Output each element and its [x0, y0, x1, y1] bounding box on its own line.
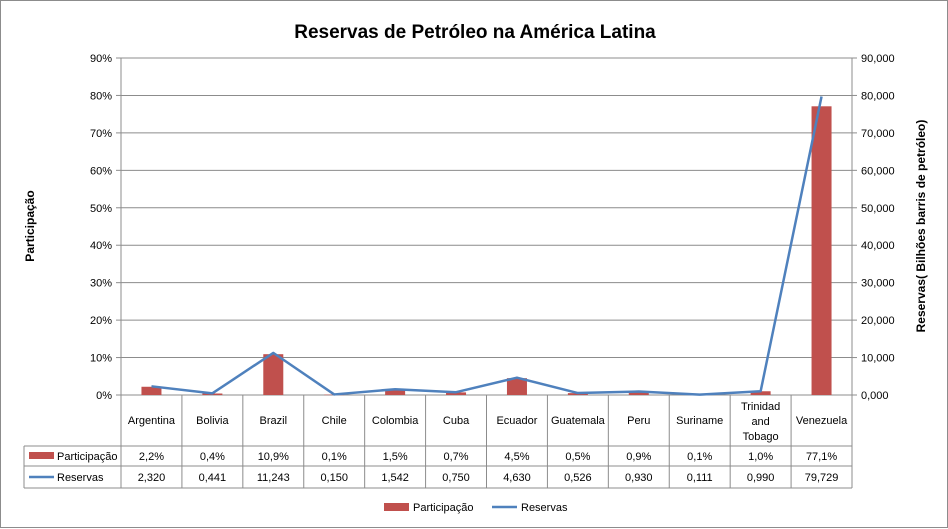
category-label: Guatemala — [551, 415, 606, 427]
y-tick-label: 30% — [90, 278, 112, 290]
reservas-value: 0,930 — [625, 472, 653, 484]
reservas-value: 0,990 — [747, 472, 775, 484]
category-label: Chile — [322, 415, 347, 427]
y-axis-label: Participação — [23, 190, 37, 261]
y-tick-label: 0% — [96, 390, 112, 402]
y-tick-label: 90% — [90, 53, 112, 65]
y2-tick-label: 70,000 — [861, 128, 895, 140]
participacao-value: 2,2% — [139, 451, 164, 463]
bar — [263, 354, 284, 395]
category-label: Ecuador — [496, 415, 537, 427]
y2-axis-label: Reservas( Bilhões barris de petróleo) — [914, 120, 928, 333]
reservas-value: 0,150 — [320, 472, 348, 484]
category-label: Colombia — [372, 415, 419, 427]
y-tick-label: 20% — [90, 315, 112, 327]
y2-tick-label: 40,000 — [861, 240, 895, 252]
y-tick-label: 80% — [90, 90, 112, 102]
bar — [628, 391, 649, 395]
category-label: Peru — [627, 415, 650, 427]
participacao-value: 77,1% — [806, 451, 837, 463]
reservas-value: 0,750 — [442, 472, 470, 484]
bar-series — [141, 106, 832, 396]
y2-tick-label: 0,000 — [861, 390, 889, 402]
participacao-value: 0,4% — [200, 451, 225, 463]
reservas-line — [151, 96, 823, 396]
legend-bar-swatch — [384, 503, 409, 511]
category-label: Argentina — [128, 415, 176, 427]
reservas-value: 2,320 — [138, 472, 166, 484]
participacao-value: 1,5% — [383, 451, 408, 463]
category-label: Venezuela — [796, 415, 848, 427]
bar — [141, 386, 162, 395]
legend-reservas: Reservas — [521, 502, 568, 514]
reservas-value: 0,526 — [564, 472, 592, 484]
reservas-value: 1,542 — [381, 472, 409, 484]
y-tick-label: 10% — [90, 353, 112, 365]
y2-tick-label: 20,000 — [861, 315, 895, 327]
chart-title: Reservas de Petróleo na América Latina — [294, 22, 656, 43]
participacao-value: 0,9% — [626, 451, 651, 463]
y2-tick-label: 80,000 — [861, 90, 895, 102]
category-label: Brazil — [260, 415, 288, 427]
participacao-value: 4,5% — [504, 451, 529, 463]
participacao-value: 1,0% — [748, 451, 773, 463]
participacao-value: 0,1% — [687, 451, 712, 463]
gridlines — [116, 57, 857, 396]
participacao-row-label: Participação — [57, 451, 118, 463]
bar — [506, 378, 527, 395]
reservas-value: 79,729 — [805, 472, 839, 484]
category-label: Bolivia — [196, 415, 229, 427]
category-label: Suriname — [676, 415, 723, 427]
y-tick-label: 70% — [90, 128, 112, 140]
participacao-value: 0,7% — [444, 451, 469, 463]
y-tick-label: 60% — [90, 165, 112, 177]
left-axis-ticks: 0% 10% 20% 30% 40% 50% 60% 70% 80% 90% — [90, 53, 112, 402]
bar — [811, 106, 832, 395]
y2-tick-label: 10,000 — [861, 353, 895, 365]
reservas-value: 0,111 — [687, 472, 713, 484]
reservas-row-label: Reservas — [57, 472, 104, 484]
participacao-row-key — [29, 452, 54, 459]
right-axis-ticks: 0,000 10,000 20,000 30,000 40,000 50,000 60,00… — [861, 53, 895, 402]
y2-tick-label: 60,000 — [861, 165, 895, 177]
category-label: Trinidad and Tobago — [741, 401, 780, 443]
participacao-value: 0,5% — [565, 451, 590, 463]
participacao-value: 0,1% — [322, 451, 347, 463]
y2-tick-label: 30,000 — [861, 278, 895, 290]
category-label: Cuba — [443, 415, 470, 427]
reservas-value: 11,243 — [257, 472, 290, 484]
bar — [385, 389, 406, 395]
bar — [750, 391, 771, 395]
bar — [446, 392, 467, 395]
y2-tick-label: 90,000 — [861, 53, 895, 65]
y-tick-label: 40% — [90, 240, 112, 252]
line-series — [151, 96, 823, 396]
data-table: Argentina 2,2% 2,320 Bolivia 0,4% 0,441 Brazil… — [23, 395, 853, 489]
y-tick-label: 50% — [90, 203, 112, 215]
reservas-value: 4,630 — [503, 472, 531, 484]
legend-participacao: Participação — [413, 502, 474, 514]
y2-tick-label: 50,000 — [861, 203, 895, 215]
participacao-value: 10,9% — [258, 451, 289, 463]
reservas-value: 0,441 — [199, 472, 227, 484]
legend: Participação Reservas — [384, 502, 568, 514]
